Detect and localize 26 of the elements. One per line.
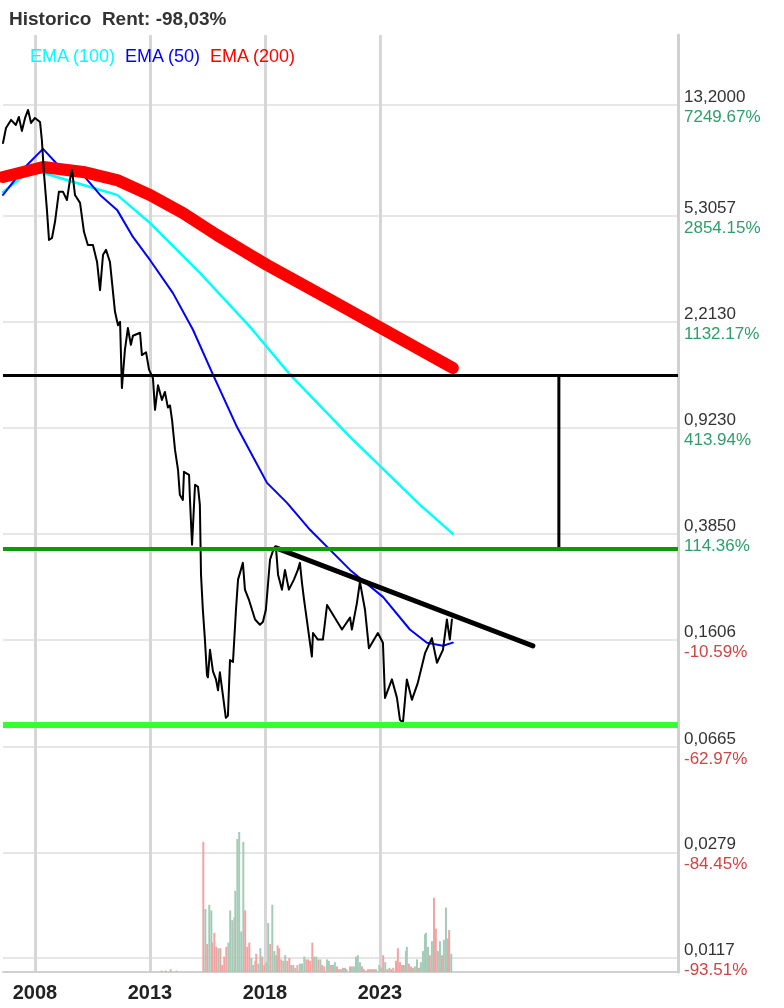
text: EMA (100) — [30, 46, 116, 66]
y-tick-label: 13,2000 — [684, 86, 746, 106]
x-tick-label: 2023 — [357, 981, 403, 1003]
y-tick-label: 2,2130 — [684, 303, 736, 323]
chart-title: Historico Rent: -98,03% — [9, 8, 227, 29]
y-tick-label: 0,0665 — [684, 728, 736, 748]
text: 2854.15% — [684, 217, 761, 237]
text: -84.45% — [684, 854, 748, 874]
text: EMA (50) — [125, 46, 201, 66]
text: -62.97% — [684, 748, 748, 768]
x-tick-label: 2008 — [12, 981, 58, 1003]
text: EMA (200) — [210, 46, 296, 66]
y-tick-label: 0,3850 — [684, 515, 736, 535]
text: 1132.17% — [684, 323, 760, 343]
y-tick-label: 5,3057 — [684, 197, 736, 217]
text: -93.51% — [684, 959, 748, 979]
y-tick-label: 0,0279 — [684, 834, 736, 854]
y-tick-label: 0,9230 — [684, 409, 736, 429]
x-tick-label: 2013 — [127, 981, 173, 1003]
y-tick-label: 0,1606 — [684, 621, 736, 641]
text: 114.36% — [684, 535, 750, 555]
y-tick-label: 0,0117 — [684, 939, 735, 959]
text: -10.59% — [684, 641, 748, 661]
text: 413.94% — [684, 429, 752, 449]
x-tick-label: 2018 — [242, 981, 288, 1003]
text: 7249.67% — [684, 106, 761, 126]
